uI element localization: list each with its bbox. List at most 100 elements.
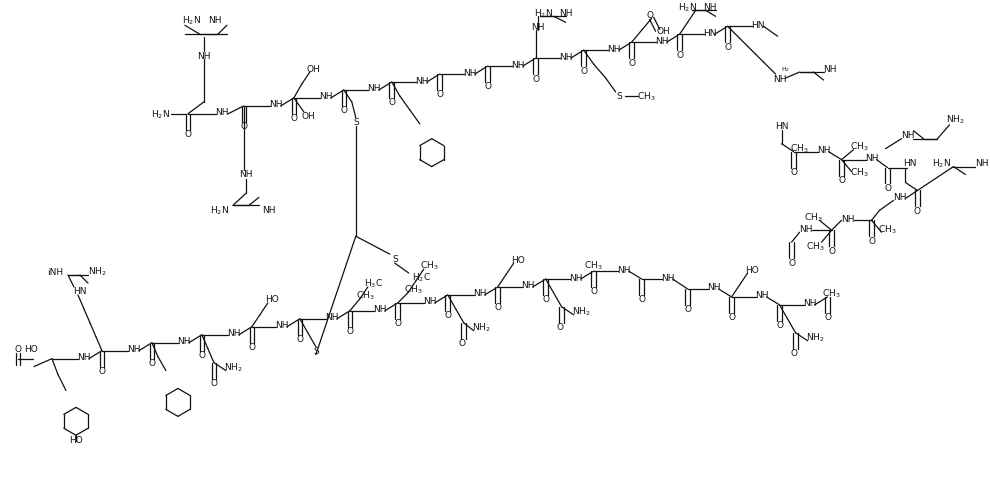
Text: iNH: iNH [47,267,63,276]
Text: NH$_2$: NH$_2$ [224,361,243,373]
Text: HN: HN [775,122,788,131]
Text: NH: NH [77,352,91,362]
Text: NH: NH [661,273,674,282]
Text: O: O [914,207,921,215]
Text: HO: HO [265,295,279,304]
Text: NH$_2$: NH$_2$ [946,113,965,126]
Text: O: O [184,130,191,139]
Text: OH: OH [307,64,321,74]
Text: OH: OH [656,27,670,36]
Text: H$_2$N: H$_2$N [535,7,553,19]
Text: CH$_3$: CH$_3$ [405,283,423,296]
Text: O: O [639,295,645,304]
Text: O: O [824,313,831,322]
Text: NH: NH [799,224,813,233]
Text: S: S [352,118,358,127]
Text: O: O [776,320,783,330]
Text: NH: NH [754,291,768,300]
Text: O: O [241,122,248,131]
Text: CH$_3$: CH$_3$ [790,142,809,154]
Text: O: O [790,168,797,177]
Text: O: O [884,183,891,193]
Text: NH: NH [473,289,486,298]
Text: OH: OH [302,112,316,121]
Text: NH: NH [269,100,282,109]
Text: NH: NH [865,154,878,163]
Text: S: S [617,92,623,101]
Text: H$_3$C: H$_3$C [364,277,383,289]
Text: NH: NH [817,146,831,155]
Text: O: O [341,106,347,115]
Text: CH$_3$: CH$_3$ [638,91,656,103]
Text: NH: NH [841,214,854,223]
Text: O: O [388,98,395,107]
Text: O: O [828,246,835,255]
Text: H$_2$C: H$_2$C [412,271,432,284]
Text: NH: NH [707,283,721,292]
Text: HO: HO [511,255,525,264]
Text: O: O [394,318,401,328]
Text: O: O [556,323,563,332]
Text: NH: NH [319,92,333,101]
Text: CH$_3$: CH$_3$ [584,259,603,272]
Text: CH$_3$: CH$_3$ [421,259,440,272]
Text: NH: NH [893,193,906,201]
Text: CH$_3$: CH$_3$ [804,211,823,223]
Text: O: O [290,114,297,123]
Text: S: S [392,254,398,263]
Text: NH: NH [559,53,572,61]
Text: HN: HN [903,159,916,168]
Text: NH: NH [511,60,525,69]
Text: NH: NH [654,37,668,45]
Text: O: O [211,378,218,387]
Text: HN: HN [73,287,87,296]
Text: NH: NH [275,320,289,330]
Text: NH: NH [703,3,717,12]
Text: NH: NH [208,16,222,25]
Text: O: O [494,303,501,312]
Text: O: O [148,358,155,367]
Text: H$_2$N: H$_2$N [182,14,201,27]
Text: H$_2$N: H$_2$N [151,108,170,121]
Text: CH$_3$: CH$_3$ [356,289,375,302]
Text: O: O [484,82,491,91]
Text: O: O [198,350,205,360]
Text: O: O [628,59,636,67]
Text: CH$_3$: CH$_3$ [878,223,897,235]
Text: O: O [533,75,540,83]
Text: H$_2$N: H$_2$N [932,157,951,169]
Text: O: O [98,366,106,375]
Text: O: O [728,313,736,322]
Text: NH: NH [531,23,544,32]
Text: NH: NH [423,297,437,306]
Text: O: O [346,327,353,335]
Text: NH: NH [559,9,572,18]
Text: HO: HO [744,265,758,274]
Text: O: O [543,295,549,304]
Text: HN: HN [703,29,717,38]
Text: H$_2$: H$_2$ [781,64,790,74]
Text: CH$_3$: CH$_3$ [806,241,825,253]
Text: O: O [15,345,22,353]
Text: O: O [790,348,797,357]
Text: O: O [590,287,597,296]
Text: HN: HN [750,21,764,30]
Text: NH$_2$: NH$_2$ [88,265,106,278]
Text: O: O [296,334,303,344]
Text: O: O [248,343,255,351]
Text: H$_2$N: H$_2$N [678,1,697,14]
Text: O: O [788,258,795,267]
Text: NH: NH [415,76,429,85]
Text: NH: NH [127,345,141,353]
Text: NH: NH [325,313,339,322]
Text: NH$_2$: NH$_2$ [572,305,591,318]
Text: NH: NH [262,205,275,214]
Text: HO: HO [24,345,38,353]
Text: NH: NH [373,305,386,314]
Text: O: O [458,338,465,348]
Text: NH: NH [227,329,241,337]
Text: S: S [313,347,319,355]
Text: O: O [437,90,444,99]
Text: O: O [838,176,845,184]
Text: O: O [646,11,653,20]
